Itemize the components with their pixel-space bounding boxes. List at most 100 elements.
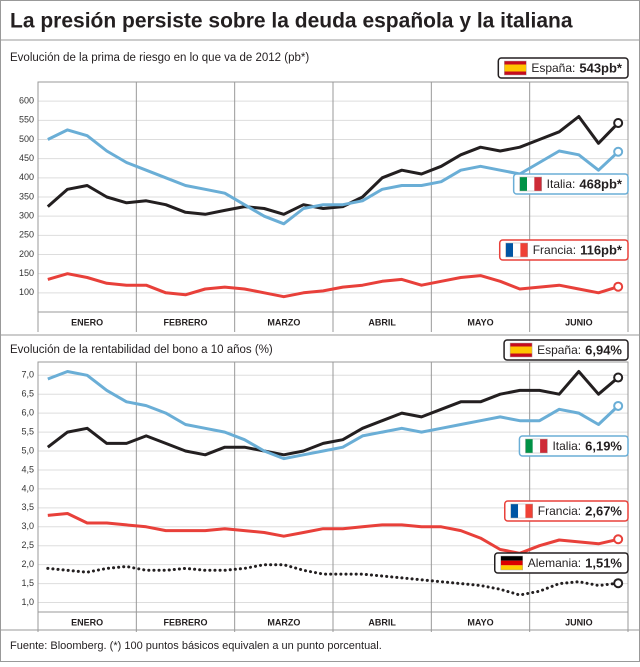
- x-tick-label: JUNIO: [565, 317, 593, 327]
- flag-stripe: [513, 243, 521, 257]
- end-marker: [613, 400, 624, 411]
- source: Fuente: Bloomberg. (*) 100 puntos básico…: [10, 640, 382, 652]
- y-tick-label: 3,5: [21, 502, 34, 512]
- series-line: [46, 563, 620, 597]
- y-tick-label: 300: [19, 211, 34, 221]
- x-tick-label: FEBRERO: [163, 317, 207, 327]
- x-tick-label: MARZO: [267, 317, 300, 327]
- flag-stripe: [520, 243, 528, 257]
- legend-label: Italia:: [552, 439, 581, 453]
- legend-box: [503, 339, 629, 361]
- series-line: [46, 370, 620, 457]
- legend-entry: Francia: 116pb*: [498, 239, 629, 261]
- end-marker: [613, 281, 624, 292]
- chart-subtitle: Evolución de la prima de riesgo en lo qu…: [10, 52, 309, 64]
- series-line: [47, 512, 619, 555]
- y-tick-label: 5,5: [21, 426, 34, 436]
- value-label: 468pb*: [579, 176, 623, 191]
- end-marker: [613, 146, 624, 157]
- flag-stripe: [500, 556, 523, 561]
- end-marker: [613, 372, 624, 383]
- flag-stripe: [504, 61, 527, 65]
- legend-entry: Alemania: 1,51%: [494, 552, 629, 574]
- y-tick-label: 550: [19, 115, 34, 125]
- y-tick-label: 200: [19, 249, 34, 259]
- flag-stripe: [510, 353, 533, 357]
- legend-entry: España: 543pb*: [497, 57, 629, 79]
- end-marker: [613, 118, 624, 129]
- flag-stripe: [510, 504, 519, 518]
- legend-label: Italia:: [547, 177, 576, 191]
- chart-subtitle: Evolución de la rentabilidad del bono a …: [10, 344, 273, 356]
- flag-border: [519, 176, 542, 192]
- flag: [505, 242, 528, 258]
- x-tick-label: ABRIL: [368, 617, 396, 627]
- y-tick-label: 5,0: [21, 445, 34, 455]
- value-label: 1,51%: [585, 555, 622, 570]
- value-label: 6,19%: [585, 438, 622, 453]
- series-line: [47, 272, 619, 299]
- legend-box: [504, 500, 629, 522]
- x-tick-label: FEBRERO: [163, 617, 207, 627]
- flag-stripe: [510, 343, 533, 347]
- x-tick-label: ENERO: [71, 317, 103, 327]
- y-tick-label: 2,5: [21, 540, 34, 550]
- y-tick-label: 250: [19, 230, 34, 240]
- y-tick-label: 2,0: [21, 559, 34, 569]
- series-line: [47, 128, 620, 226]
- flag-stripe: [532, 439, 541, 453]
- flag-stripe: [504, 64, 527, 72]
- y-tick-label: 350: [19, 191, 34, 201]
- y-tick-label: 7,0: [21, 370, 34, 380]
- flag: [510, 503, 534, 519]
- y-tick-label: 3,0: [21, 521, 34, 531]
- value-label: 116pb*: [580, 242, 623, 257]
- legend-label: Francia:: [538, 504, 581, 518]
- end-marker: [613, 534, 624, 545]
- x-tick-label: MARZO: [267, 617, 300, 627]
- flag-border: [505, 242, 528, 258]
- flag-stripe: [519, 177, 528, 191]
- x-tick-label: MAYO: [467, 617, 493, 627]
- flag-stripe: [500, 565, 523, 570]
- y-tick-label: 1,0: [21, 597, 34, 607]
- legend-box: [512, 173, 629, 195]
- flag-stripe: [525, 439, 533, 453]
- y-tick-label: 4,5: [21, 464, 34, 474]
- series-line: [47, 370, 620, 461]
- flag-stripe: [505, 243, 514, 257]
- value-label: 6,94%: [585, 342, 622, 357]
- flag-stripe: [540, 439, 548, 453]
- flag: [509, 342, 533, 358]
- flag-stripe: [504, 71, 527, 75]
- legend-box: [494, 552, 629, 574]
- legend-entry: España: 6,94%: [503, 339, 629, 361]
- flag: [519, 176, 542, 192]
- y-tick-label: 100: [19, 287, 34, 297]
- flag-border: [509, 342, 533, 358]
- legend-entry: Italia: 6,19%: [518, 435, 629, 457]
- y-tick-label: 6,0: [21, 408, 34, 418]
- x-tick-label: ENERO: [71, 617, 103, 627]
- y-tick-label: 1,5: [21, 578, 34, 588]
- flag: [504, 60, 527, 76]
- legend-label: España:: [537, 343, 581, 357]
- page-title: La presión persiste sobre la deuda españ…: [10, 10, 573, 33]
- y-tick-label: 500: [19, 134, 34, 144]
- flag-border: [504, 60, 527, 76]
- value-label: 2,67%: [585, 503, 622, 518]
- flag-stripe: [525, 504, 533, 518]
- end-marker: [613, 578, 624, 589]
- flag-stripe: [534, 177, 542, 191]
- y-tick-label: 6,5: [21, 389, 34, 399]
- flag-stripe: [518, 504, 526, 518]
- flag: [500, 555, 523, 571]
- y-tick-label: 150: [19, 268, 34, 278]
- x-tick-label: JUNIO: [565, 617, 593, 627]
- flag-stripe: [510, 346, 533, 354]
- legend-label: Francia:: [533, 243, 576, 257]
- legend-label: Alemania:: [528, 556, 581, 570]
- y-tick-label: 400: [19, 172, 34, 182]
